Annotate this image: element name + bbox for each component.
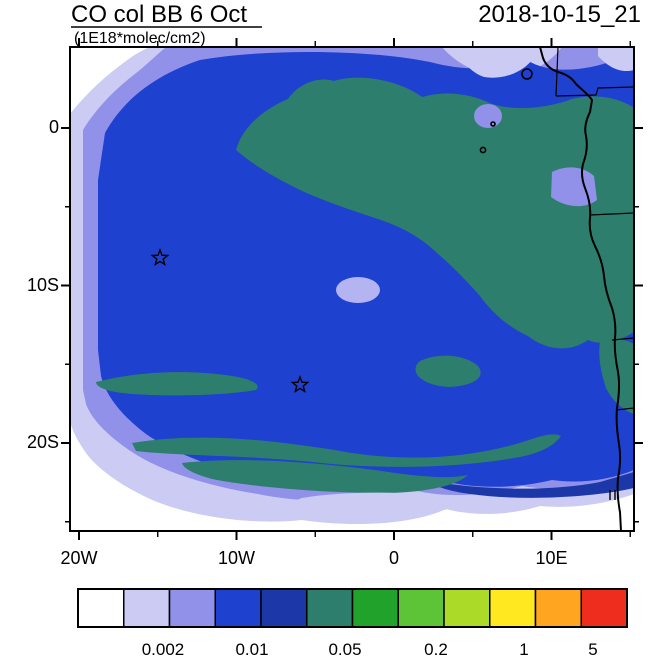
lon-tick-label-10e: 10E <box>535 548 567 568</box>
island-bioko <box>521 68 533 80</box>
colorbar-label-5: 1 <box>519 640 528 659</box>
lat-tick-label-20s: 20S <box>27 432 59 452</box>
country-border-north <box>555 47 634 97</box>
coastline-detail <box>609 490 616 500</box>
light-patch-islands <box>474 104 502 128</box>
axis-ticks-major <box>61 38 643 540</box>
light-patch-coast <box>551 167 597 207</box>
colorbar-cell-6 <box>306 588 354 628</box>
lat-tick-label-10s: 10S <box>27 275 59 295</box>
country-border-angola <box>615 407 634 411</box>
page-title: CO col BB 6 Oct <box>71 1 247 28</box>
country-border-gabon <box>589 212 634 216</box>
colorbar-cell-4 <box>214 588 262 628</box>
colorbar-label-3: 0.05 <box>328 640 361 659</box>
contour-fill-teal-patch <box>415 355 481 387</box>
colorbar-cell-5 <box>260 588 308 628</box>
light-patch-bottom <box>297 492 457 514</box>
lat-tick-label-0: 0 <box>49 117 59 137</box>
colorbar-label-1: 0.002 <box>142 640 185 659</box>
lon-tick-label-10w: 10W <box>218 548 255 568</box>
light-patch-top <box>458 47 540 78</box>
colorbar-cell-1 <box>77 588 125 628</box>
colorbar-label-4: 0.2 <box>424 640 448 659</box>
contour-fill-teal-right-lower <box>599 339 634 414</box>
page-subtitle: (1E18*molec/cm2) <box>74 30 206 47</box>
lon-tick-label-0: 0 <box>389 548 399 568</box>
colorbar-cell-10 <box>489 588 537 628</box>
star-marker-2 <box>290 375 310 394</box>
colorbar: 0.002 0.01 0.05 0.2 1 5 <box>77 588 628 659</box>
colorbar-cell-8 <box>397 588 445 628</box>
contour-band-navy <box>430 472 634 498</box>
colorbar-label-2: 0.01 <box>235 640 268 659</box>
colorbar-cell-11 <box>534 588 582 628</box>
colorbar-cell-2 <box>123 588 171 628</box>
map-frame <box>69 46 635 532</box>
colorbar-cell-9 <box>443 588 491 628</box>
country-border-congo <box>611 337 634 341</box>
axis-ticks-minor <box>65 41 639 537</box>
light-patch-center <box>336 277 380 303</box>
contour-fill-teal-band-south1 <box>132 434 561 467</box>
contour-fill-teal-streak <box>96 372 258 396</box>
light-patch-top-corner <box>598 47 634 72</box>
star-marker-1 <box>150 248 170 267</box>
coastline <box>539 47 622 531</box>
island-principe <box>490 121 496 127</box>
colorbar-cell-12 <box>580 588 628 628</box>
map-area <box>70 47 634 531</box>
colorbar-label-6: 5 <box>588 640 597 659</box>
colorbar-frame <box>77 588 628 628</box>
lon-tick-label-20w: 20W <box>60 548 97 568</box>
colorbar-cell-7 <box>351 588 399 628</box>
timestamp: 2018-10-15_21 <box>478 1 641 28</box>
colorbar-cell-3 <box>168 588 216 628</box>
contour-fill-teal-main <box>236 77 634 349</box>
contour-fill-teal-band-south2 <box>182 460 468 493</box>
island-saotome <box>479 146 487 154</box>
